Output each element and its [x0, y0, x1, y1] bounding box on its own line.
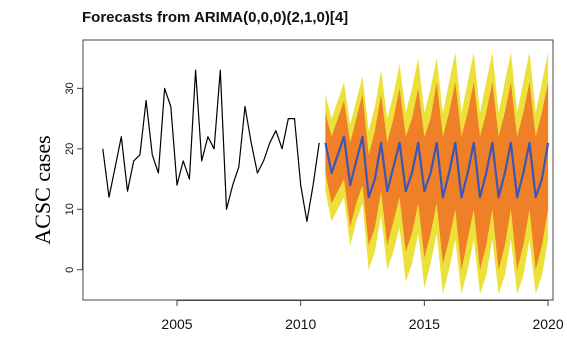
x-tick-label: 2015 — [409, 316, 440, 332]
y-tick-label: 20 — [64, 143, 76, 155]
y-axis-label: ACSC cases — [30, 135, 55, 244]
y-axis: 0 10 20 30 — [64, 82, 83, 273]
x-axis: 2005 2010 2015 2020 — [161, 300, 564, 332]
x-tick-label: 2005 — [161, 316, 192, 332]
history-series-line — [102, 69, 320, 222]
x-tick-label: 2020 — [532, 316, 563, 332]
chart-title: Forecasts from ARIMA(0,0,0)(2,1,0)[4] — [82, 9, 348, 26]
y-tick-label: 30 — [64, 82, 76, 94]
prediction-interval-80 — [325, 82, 549, 270]
forecast-mean-line — [324, 135, 550, 199]
band-80-layer — [325, 82, 549, 270]
series-layer — [102, 69, 550, 222]
y-tick-label: 10 — [64, 203, 76, 215]
y-tick-label: 0 — [64, 267, 76, 273]
x-tick-label: 2010 — [285, 316, 316, 332]
